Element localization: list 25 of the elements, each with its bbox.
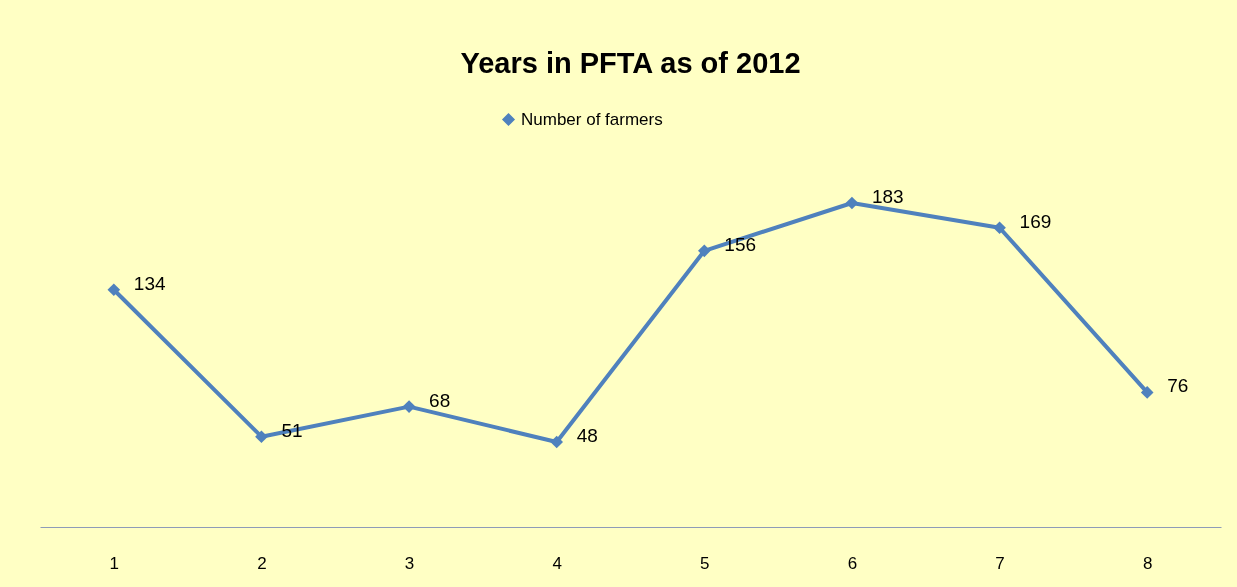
point	[255, 430, 268, 444]
point	[107, 283, 121, 297]
data-label: 68	[429, 389, 451, 411]
x-tick-label: 1	[109, 553, 120, 573]
chart-title: Years in PFTA as of 2012	[460, 47, 801, 79]
x-tick-label: 7	[995, 553, 1005, 573]
x-tick-label: 6	[847, 553, 858, 573]
data-label: 134	[133, 272, 166, 294]
data-label: 183	[871, 186, 904, 207]
point	[1140, 386, 1154, 399]
legend-label: Number of farmers	[521, 109, 663, 129]
x-tick-label: 3	[404, 553, 415, 573]
point	[697, 244, 711, 258]
x-tick-label: 2	[257, 553, 267, 573]
data-label: 76	[1167, 375, 1189, 397]
data-label: 169	[1019, 210, 1052, 232]
point	[845, 196, 859, 210]
data-label: 156	[724, 233, 757, 255]
x-tick-label: 5	[700, 553, 710, 573]
data-label: 48	[576, 425, 598, 447]
point	[550, 435, 564, 449]
point	[993, 221, 1006, 235]
point	[402, 400, 416, 413]
x-tick-label: 4	[552, 553, 562, 573]
x-tick-label: 8	[1142, 553, 1153, 573]
